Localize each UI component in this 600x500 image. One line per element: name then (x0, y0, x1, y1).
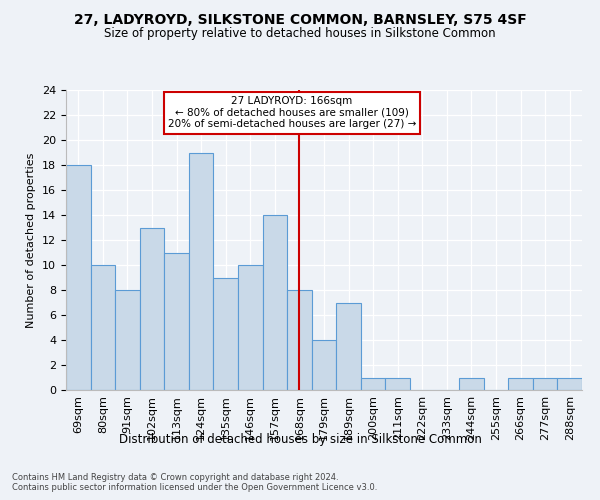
Bar (557, 378, 582, 390)
Text: 27, LADYROYD, SILKSTONE COMMON, BARNSLEY, S75 4SF: 27, LADYROYD, SILKSTONE COMMON, BARNSLEY… (74, 12, 526, 26)
Bar (214, 278, 238, 390)
Bar (336, 302, 361, 390)
Y-axis label: Number of detached properties: Number of detached properties (26, 152, 37, 328)
Text: Contains HM Land Registry data © Crown copyright and database right 2024.: Contains HM Land Registry data © Crown c… (12, 472, 338, 482)
Bar (533, 378, 557, 390)
Text: 27 LADYROYD: 166sqm
← 80% of detached houses are smaller (109)
20% of semi-detac: 27 LADYROYD: 166sqm ← 80% of detached ho… (168, 96, 416, 130)
Bar (385, 378, 410, 390)
Bar (263, 215, 287, 390)
Bar (140, 228, 164, 390)
Bar (312, 340, 336, 390)
Bar (238, 265, 263, 390)
Bar (115, 290, 140, 390)
Text: Size of property relative to detached houses in Silkstone Common: Size of property relative to detached ho… (104, 28, 496, 40)
Bar (361, 378, 385, 390)
Bar (287, 290, 312, 390)
Bar (91, 265, 115, 390)
Text: Contains public sector information licensed under the Open Government Licence v3: Contains public sector information licen… (12, 482, 377, 492)
Bar (189, 152, 214, 390)
Bar (66, 165, 91, 390)
Text: Distribution of detached houses by size in Silkstone Common: Distribution of detached houses by size … (119, 432, 481, 446)
Bar (459, 378, 484, 390)
Bar (164, 252, 189, 390)
Bar (508, 378, 533, 390)
